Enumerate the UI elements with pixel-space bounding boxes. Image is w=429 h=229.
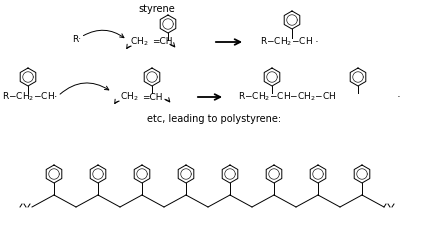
Text: styrene: styrene	[139, 4, 175, 14]
Text: R$-$CH$_2$$-$CH: R$-$CH$_2$$-$CH	[260, 36, 313, 48]
Text: ·: ·	[394, 92, 401, 102]
Text: R$-$CH$_2$$-$CH$-$CH$_2$$-$CH: R$-$CH$_2$$-$CH$-$CH$_2$$-$CH	[238, 91, 336, 103]
Text: $\mathregular{CH_2}$: $\mathregular{CH_2}$	[130, 36, 148, 48]
Text: ·: ·	[54, 92, 57, 102]
Text: R·: R·	[72, 35, 81, 44]
Text: =CH: =CH	[142, 93, 163, 101]
Text: =CH: =CH	[152, 38, 172, 46]
Text: etc, leading to polystyrene:: etc, leading to polystyrene:	[147, 114, 281, 124]
Text: $\mathregular{CH_2}$: $\mathregular{CH_2}$	[120, 91, 139, 103]
Text: R$-$CH$_2$$-$CH: R$-$CH$_2$$-$CH	[2, 91, 55, 103]
Text: ·: ·	[312, 37, 319, 47]
